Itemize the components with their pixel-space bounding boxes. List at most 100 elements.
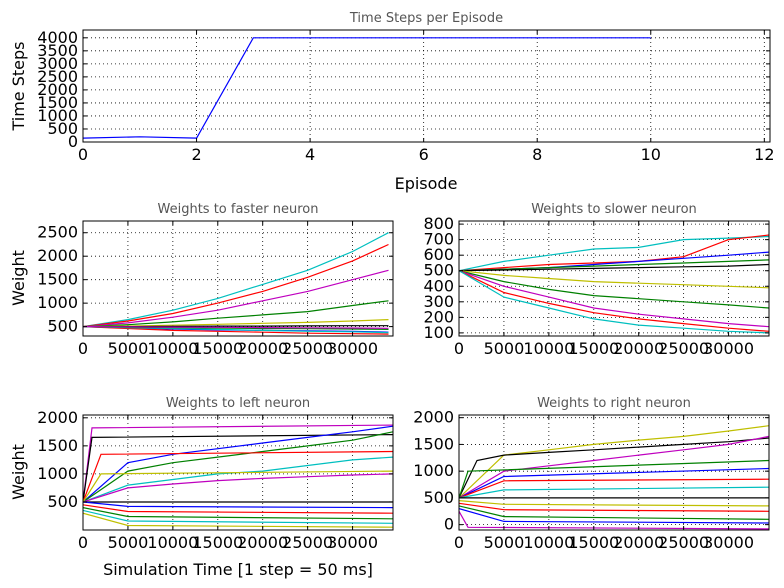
y-tick-label: 3000 (37, 54, 78, 73)
axes-frame (458, 414, 770, 531)
series-line-13 (83, 512, 393, 528)
series-line-6 (459, 270, 769, 309)
x-tick-label: 10 (641, 145, 661, 164)
x-tick-label: 12 (754, 145, 774, 164)
series-line-9 (83, 501, 393, 509)
x-tick-label: 5000 (108, 339, 149, 358)
y-tick-label: 2000 (37, 408, 78, 427)
chart-title: Weights to left neuron (166, 396, 310, 411)
x-tick-label: 20000 (613, 339, 664, 358)
series-line-0 (459, 235, 769, 272)
x-tick-label: 10000 (147, 339, 198, 358)
y-axis-label: Time Steps (9, 41, 28, 131)
series-line-8 (459, 270, 769, 332)
series-line-0 (83, 232, 389, 328)
y-tick-label: 1500 (413, 434, 454, 453)
y-tick-label: 3500 (37, 41, 78, 60)
x-tick-label: 20000 (237, 339, 288, 358)
series-line-7 (83, 326, 389, 335)
y-tick-label: 800 (423, 214, 454, 233)
x-tick-label: 15000 (192, 533, 243, 552)
y-tick-label: 500 (47, 119, 78, 138)
x-tick-label: 0 (78, 145, 88, 164)
x-tick-label: 20000 (237, 533, 288, 552)
series-line-4 (459, 263, 769, 272)
x-tick-label: 10000 (147, 533, 198, 552)
y-tick-label: 1500 (37, 270, 78, 289)
y-tick-label: 700 (423, 230, 454, 249)
x-tick-label: 0 (454, 339, 464, 358)
x-tick-label: 5000 (484, 533, 525, 552)
chart-title: Weights to slower neuron (531, 202, 697, 217)
x-tick-label: 30000 (703, 533, 754, 552)
y-tick-label: 500 (47, 317, 78, 336)
x-tick-label: 30000 (327, 339, 378, 358)
y-tick-label: 1500 (37, 436, 78, 455)
y-tick-label: 500 (423, 488, 454, 507)
series-line-2 (83, 425, 393, 503)
series-line-10 (83, 504, 393, 514)
series-line-10 (459, 505, 769, 520)
y-tick-label: 1000 (413, 461, 454, 480)
x-tick-label: 5000 (484, 339, 525, 358)
x-tick-label: 8 (532, 145, 542, 164)
y-tick-label: 2000 (413, 408, 454, 427)
x-tick-label: 30000 (327, 533, 378, 552)
series-line-3 (459, 459, 769, 499)
series-line-3 (83, 300, 389, 328)
series-line-7 (459, 270, 769, 328)
y-tick-label: 500 (423, 261, 454, 280)
series-line-4 (83, 319, 389, 328)
y-tick-label: 4000 (37, 28, 78, 47)
y-tick-label: 2500 (37, 223, 78, 242)
x-axis-label: Episode (395, 174, 458, 193)
y-tick-label: 300 (423, 292, 454, 311)
series-group (459, 425, 769, 530)
series-line-1 (83, 434, 393, 503)
x-tick-label: 25000 (282, 533, 333, 552)
series-line-5 (459, 478, 769, 499)
x-tick-label: 25000 (658, 533, 709, 552)
x-tick-label: 10000 (523, 339, 574, 358)
y-tick-label: 500 (47, 492, 78, 511)
series-line-5 (459, 270, 769, 289)
series-line-4 (83, 450, 393, 503)
series-line-6 (83, 473, 393, 503)
y-tick-label: 0 (68, 132, 78, 151)
x-tick-label: 15000 (192, 339, 243, 358)
y-tick-label: 1000 (37, 106, 78, 125)
y-tick-label: 1000 (37, 293, 78, 312)
x-tick-label: 15000 (568, 339, 619, 358)
series-line-3 (459, 259, 769, 272)
series-line-11 (83, 507, 393, 520)
y-tick-label: 400 (423, 276, 454, 295)
axes-frame (82, 220, 394, 337)
y-tick-label: 1000 (37, 464, 78, 483)
x-tick-label: 25000 (658, 339, 709, 358)
x-tick-label: 4 (305, 145, 315, 164)
chart-title: Weights to faster neuron (158, 202, 319, 217)
x-tick-label: 2 (191, 145, 201, 164)
y-axis-label: Weight (9, 444, 28, 500)
series-line-1 (459, 437, 769, 499)
x-tick-label: 10000 (523, 533, 574, 552)
y-tick-label: 1500 (37, 93, 78, 112)
x-tick-label: 0 (78, 339, 88, 358)
subplot-0: 0 2 4 6 8 10 12 0500100015002000250030003500400… (9, 11, 775, 193)
series-line-1 (459, 234, 769, 272)
x-tick-label: 5000 (108, 533, 149, 552)
series-group (459, 234, 769, 334)
series-group (83, 232, 389, 335)
series-line-0 (83, 37, 651, 139)
series-line-4 (459, 467, 769, 499)
x-tick-label: 6 (419, 145, 429, 164)
y-tick-label: 200 (423, 307, 454, 326)
series-line-2 (83, 269, 389, 328)
y-tick-label: 2500 (37, 67, 78, 86)
series-line-3 (83, 431, 393, 503)
series-line-1 (83, 243, 389, 328)
series-line-7 (83, 470, 393, 503)
series-line-9 (459, 502, 769, 512)
